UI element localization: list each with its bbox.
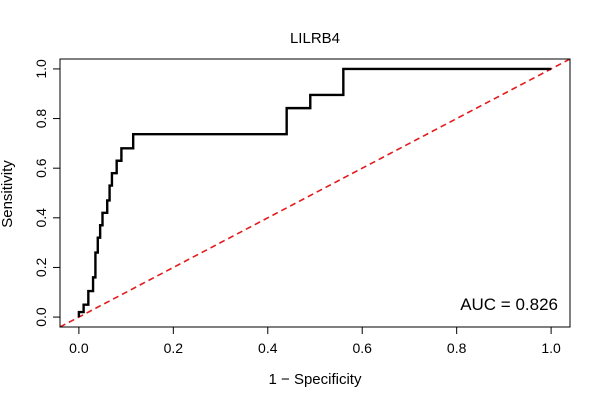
y-tick-label: 0.4	[33, 208, 49, 228]
roc-curve-line	[77, 67, 552, 318]
plot-layer	[59, 58, 571, 328]
x-axis-label: 1 − Specificity	[269, 371, 362, 388]
x-tick-label: 0.0	[69, 340, 89, 356]
y-axis: 0.0 0.2 0.4 0.6 0.8 1.0	[33, 59, 60, 327]
x-tick-label: 0.2	[164, 340, 184, 356]
y-tick-label: 0.8	[33, 109, 49, 129]
x-tick-label: 0.4	[258, 340, 278, 356]
y-tick-label: 0.6	[33, 158, 49, 178]
x-axis: 0.0 0.2 0.4 0.6 0.8 1.0	[69, 327, 561, 356]
x-tick-label: 0.8	[447, 340, 467, 356]
y-tick-label: 1.0	[33, 59, 49, 79]
x-tick-label: 1.0	[541, 340, 561, 356]
chart-title: LILRB4	[290, 30, 340, 47]
x-tick-label: 0.6	[352, 340, 372, 356]
plot-frame	[59, 58, 571, 328]
y-axis-label: Sensitivity	[0, 160, 16, 228]
y-tick-label: 0.2	[33, 258, 49, 278]
auc-annotation: AUC = 0.826	[460, 295, 558, 314]
reference-diagonal-line	[59, 58, 571, 328]
y-tick-label: 0.0	[33, 307, 49, 327]
